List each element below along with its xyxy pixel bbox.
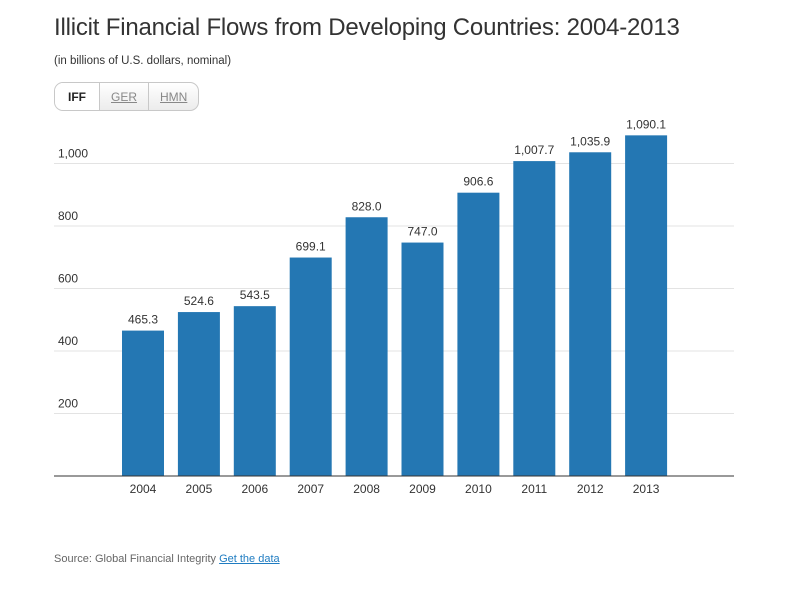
data-label: 1,090.1 <box>626 117 666 131</box>
x-tick-label: 2007 <box>297 482 324 496</box>
bar <box>625 135 668 476</box>
bar <box>513 161 556 476</box>
source-text: Source: Global Financial Integrity <box>54 553 217 565</box>
toggle-ger-button[interactable]: GER <box>99 83 148 110</box>
y-tick-label: 1,000 <box>58 147 88 161</box>
bar <box>457 192 500 476</box>
data-label: 543.5 <box>240 288 270 302</box>
toggle-hmn-button[interactable]: HMN <box>148 83 198 110</box>
bar-chart: 200 400 600 800 1,000 465.3 2004 524.6 2005 543.5… <box>54 117 734 496</box>
y-tick-label: 400 <box>58 334 78 348</box>
y-tick-label: 600 <box>58 272 78 286</box>
bar <box>569 152 612 476</box>
x-tick-label: 2009 <box>409 482 436 496</box>
x-tick-label: 2010 <box>465 482 492 496</box>
data-label: 1,007.7 <box>514 143 554 157</box>
x-tick-label: 2005 <box>186 482 213 496</box>
bar <box>345 217 388 476</box>
x-tick-label: 2011 <box>521 482 547 496</box>
y-tick-label: 800 <box>58 209 78 223</box>
bar <box>122 330 164 476</box>
bar <box>289 257 332 476</box>
data-label: 524.6 <box>184 294 214 308</box>
bar <box>177 312 220 476</box>
x-tick-label: 2008 <box>353 482 380 496</box>
chart-subtitle: (in billions of U.S. dollars, nominal) <box>54 55 232 67</box>
x-tick-label: 2004 <box>130 482 157 496</box>
data-label: 747.0 <box>407 225 437 239</box>
get-data-link[interactable]: Get the data <box>219 553 280 565</box>
data-label: 699.1 <box>296 240 326 254</box>
x-tick-label: 2006 <box>241 482 268 496</box>
y-tick-label: 200 <box>58 397 78 411</box>
data-label: 1,035.9 <box>570 134 610 148</box>
chart-title: Illicit Financial Flows from Developing … <box>54 14 680 41</box>
bar <box>401 242 444 476</box>
source-note: Source: Global Financial Integrity Get t… <box>54 553 280 565</box>
data-label: 465.3 <box>128 313 158 327</box>
toggle-iff-button[interactable]: IFF <box>55 83 99 110</box>
bar <box>233 306 276 476</box>
x-tick-label: 2013 <box>633 482 660 496</box>
x-tick-label: 2012 <box>577 482 604 496</box>
data-label: 828.0 <box>352 199 382 213</box>
data-label: 906.6 <box>463 175 493 189</box>
series-toggle: IFF GER HMN <box>54 82 200 111</box>
